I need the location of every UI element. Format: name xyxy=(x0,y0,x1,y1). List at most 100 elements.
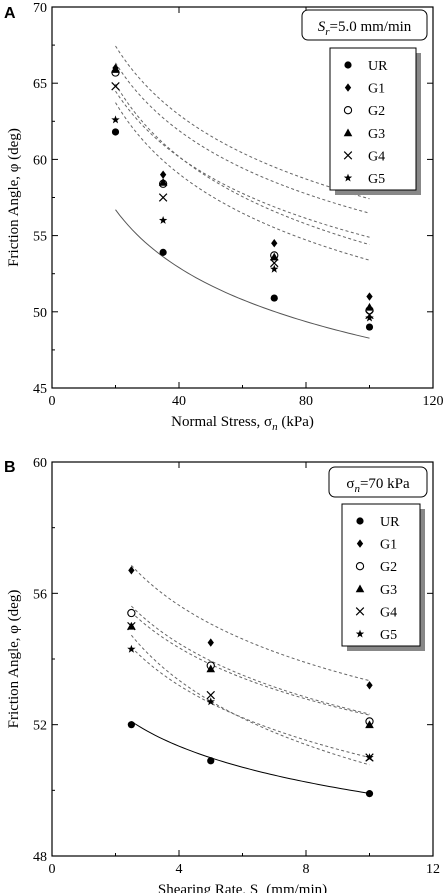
y-tick-label: 45 xyxy=(33,382,47,397)
data-point-ur xyxy=(159,248,167,256)
data-point-g3 xyxy=(206,664,216,673)
legend-label-g4: G4 xyxy=(368,149,385,164)
legend-label-g4: G4 xyxy=(380,605,397,620)
fit-line-g3 xyxy=(131,611,370,716)
legend-marker-g2 xyxy=(343,106,353,115)
data-point-ur xyxy=(127,721,135,729)
data-point-g3 xyxy=(269,252,279,261)
fit-line-g4 xyxy=(115,102,370,261)
data-point-ur xyxy=(207,757,215,765)
fit-line-g3 xyxy=(115,62,370,214)
legend-label-g5: G5 xyxy=(380,628,397,643)
data-point-ur xyxy=(365,790,374,798)
legend-marker-g1 xyxy=(344,83,352,92)
annotation-box xyxy=(328,466,428,498)
fit-line-g2 xyxy=(115,83,370,246)
y-tick-label: 70 xyxy=(33,1,47,16)
y-axis-label: Friction Angle, φ (deg) xyxy=(6,128,22,267)
data-point-g3 xyxy=(111,65,120,73)
fit-line-g2 xyxy=(131,605,370,715)
data-point-g1 xyxy=(128,566,135,575)
fit-line-ur xyxy=(131,721,370,794)
data-point-g1 xyxy=(207,638,214,647)
legend-marker-g5 xyxy=(343,173,353,182)
x-tick-label: 80 xyxy=(299,394,313,409)
data-point-ur xyxy=(365,323,374,331)
data-point-g1 xyxy=(366,292,373,301)
data-point-g1 xyxy=(159,170,167,179)
series-g3 xyxy=(127,621,374,729)
data-point-g4 xyxy=(111,82,120,91)
data-point-g5 xyxy=(365,313,374,322)
series-g3 xyxy=(111,65,374,311)
data-point-g5 xyxy=(270,264,279,273)
legend-box xyxy=(341,503,421,647)
panel-label: B xyxy=(4,459,16,476)
data-point-g3 xyxy=(365,302,374,311)
x-tick-label: 0 xyxy=(49,394,56,409)
series-g5 xyxy=(111,115,374,322)
legend-marker-g4 xyxy=(343,151,353,160)
y-axis-label: Friction Angle, φ (deg) xyxy=(6,590,22,729)
fit-line-g1 xyxy=(131,564,370,682)
series-g4 xyxy=(127,621,374,762)
legend-label-g3: G3 xyxy=(380,583,397,598)
fit-line-ur xyxy=(115,209,370,339)
legend-label-ur: UR xyxy=(368,59,388,74)
legend-marker-g3 xyxy=(355,584,365,593)
annotation-box xyxy=(301,9,428,41)
annotation-text: σn=70 kPa xyxy=(346,476,410,495)
x-tick-label: 0 xyxy=(49,862,56,877)
y-tick-label: 56 xyxy=(33,587,47,602)
legend-marker-g4 xyxy=(355,607,365,616)
y-tick-label: 60 xyxy=(33,153,47,168)
legend-label-g5: G5 xyxy=(368,172,385,187)
x-tick-label: 12 xyxy=(426,862,440,877)
series-g1 xyxy=(128,566,373,690)
fit-line-g1 xyxy=(115,45,370,200)
x-axis-label: Shearing Rate, Sr (mm/min) xyxy=(158,882,327,893)
legend-label-g2: G2 xyxy=(368,104,385,119)
annotation-text: Sr=5.0 mm/min xyxy=(318,19,412,38)
data-point-g4 xyxy=(158,193,168,202)
series-g5 xyxy=(127,644,374,762)
x-tick-label: 4 xyxy=(176,862,183,877)
x-tick-label: 40 xyxy=(172,394,186,409)
data-point-g4 xyxy=(127,621,136,631)
data-point-ur xyxy=(270,294,278,302)
data-point-g5 xyxy=(111,115,120,124)
fit-line-g5 xyxy=(131,646,370,758)
series-ur xyxy=(127,721,374,798)
y-tick-label: 52 xyxy=(33,719,47,734)
data-point-g5 xyxy=(158,215,168,224)
data-point-g5 xyxy=(365,753,374,762)
x-axis-label: Normal Stress, σn (kPa) xyxy=(171,414,314,433)
fit-line-g4 xyxy=(130,634,370,766)
y-tick-label: 60 xyxy=(33,456,47,471)
x-tick-label: 8 xyxy=(303,862,310,877)
legend-marker-ur xyxy=(356,517,364,525)
y-tick-label: 65 xyxy=(33,77,47,92)
data-point-g3 xyxy=(365,720,374,729)
legend-label-g2: G2 xyxy=(380,560,397,575)
x-tick-label: 120 xyxy=(423,394,444,409)
legend-marker-g2 xyxy=(355,562,365,571)
legend-marker-ur xyxy=(344,61,352,69)
data-point-g5 xyxy=(206,697,215,706)
data-point-ur xyxy=(111,128,120,136)
legend-label-g1: G1 xyxy=(380,538,397,553)
y-tick-label: 55 xyxy=(33,230,47,245)
data-point-g4 xyxy=(206,690,215,700)
legend-marker-g1 xyxy=(356,539,364,548)
legend-marker-g3 xyxy=(343,128,353,137)
legend-marker-g5 xyxy=(355,629,365,638)
legend-label-ur: UR xyxy=(380,515,400,530)
data-point-g2 xyxy=(127,608,136,618)
chart-panel-a: A 0 40 80 120 45 50 55 60 65 70 Normal Stress, σn (… xyxy=(4,1,444,433)
data-point-g4 xyxy=(270,258,279,268)
series-ur xyxy=(111,128,374,331)
legend-label-g1: G1 xyxy=(368,82,385,97)
data-point-g1 xyxy=(271,239,278,248)
